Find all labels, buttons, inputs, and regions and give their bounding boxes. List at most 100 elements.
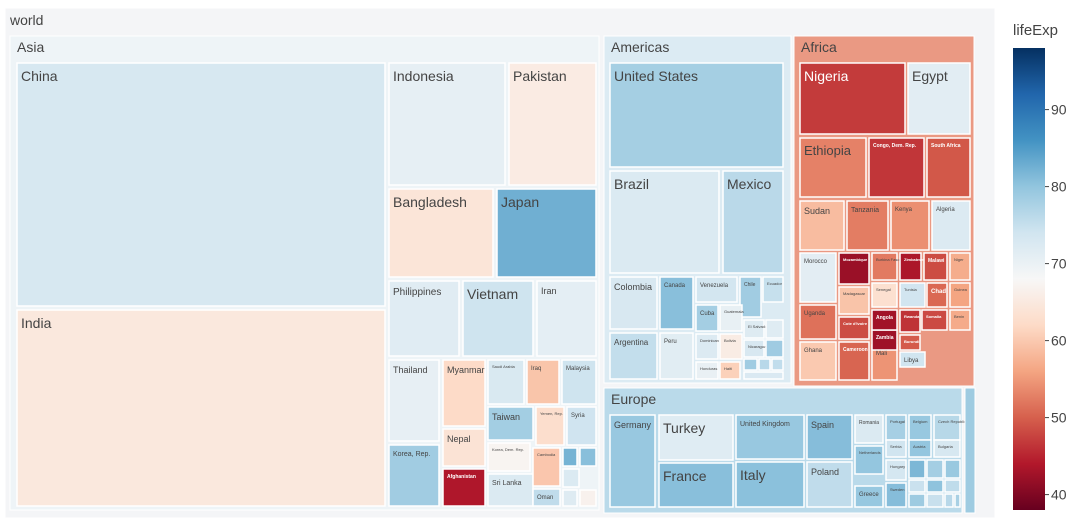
country-tile-indonesia	[388, 62, 506, 186]
country-tile-pakistan	[508, 62, 597, 186]
country-tile-tunisia	[899, 282, 926, 308]
country-tile-sweden	[885, 482, 907, 508]
country-tile-bangladesh	[388, 188, 494, 278]
country-label-germany: Germany	[614, 420, 652, 430]
country-label-chile: Chile	[744, 282, 756, 288]
country-tile-niger	[949, 252, 971, 281]
country-tile-croatia	[944, 479, 961, 493]
country-tile-france	[658, 462, 734, 508]
country-label-senegal: Senegal	[876, 287, 891, 292]
country-tile-kenya	[890, 200, 930, 251]
country-label-hungary: Hungary	[890, 464, 905, 469]
country-tile-thailand	[388, 359, 440, 442]
country-label-brazil: Brazil	[614, 176, 649, 192]
country-tile-switzerland	[908, 459, 926, 479]
country-tile-brazil	[609, 170, 720, 274]
country-label-portugal: Portugal	[890, 419, 905, 424]
root-label: world	[9, 12, 43, 28]
country-tile-korea-rep	[388, 444, 440, 507]
country-tile-dominican-republic	[695, 333, 719, 360]
country-label-chad: Chad	[931, 289, 946, 295]
country-label-china: China	[21, 68, 58, 84]
country-tile-madagascar	[838, 286, 870, 315]
country-label-haiti: Haiti	[724, 366, 732, 371]
country-tile-malawi	[923, 252, 948, 281]
country-label-nicaragua: Nicaragua	[748, 344, 767, 349]
country-tile-uruguay	[758, 358, 771, 371]
country-label-sudan: Sudan	[804, 206, 830, 216]
country-tile-ethiopia	[799, 137, 867, 198]
country-label-dominican-republic: Dominican Republic	[700, 338, 736, 343]
country-tile-poland	[806, 461, 853, 508]
country-tile-canada	[659, 276, 694, 330]
country-tile-morocco	[799, 252, 837, 303]
country-label-belgium: Belgium	[913, 419, 928, 424]
country-tile-mongolia	[579, 489, 597, 507]
country-label-bulgaria: Bulgaria	[938, 444, 953, 449]
country-tile-cuba	[695, 304, 719, 332]
country-label-venezuela: Venezuela	[700, 283, 729, 289]
country-tile-cote-d-ivoire	[838, 316, 870, 340]
colorbar-tick-label: 60	[1051, 333, 1067, 349]
country-label-peru: Peru	[664, 339, 677, 345]
country-label-iraq: Iraq	[531, 366, 541, 372]
country-label-france: France	[663, 468, 707, 484]
country-label-argentina: Argentina	[614, 338, 649, 347]
country-tile-albania	[944, 493, 954, 508]
country-tile-myanmar	[442, 359, 486, 427]
country-tile-tanzania	[846, 200, 889, 251]
country-label-colombia: Colombia	[614, 282, 652, 292]
country-tile-guinea	[949, 282, 971, 308]
country-tile-honduras	[695, 361, 719, 380]
country-tile-taiwan	[487, 406, 534, 441]
country-tile-zimbabwe	[899, 252, 922, 281]
country-label-somalia: Somalia	[926, 314, 942, 319]
country-tile-costa-rica	[765, 339, 784, 358]
country-tile-iran	[536, 280, 597, 357]
country-label-austria: Austria	[913, 444, 926, 449]
country-label-benin: Benin	[954, 314, 964, 319]
country-label-poland: Poland	[811, 467, 839, 477]
country-tile-nicaragua	[743, 339, 765, 358]
country-label-morocco: Morocco	[804, 259, 828, 265]
country-tile-afghanistan	[442, 468, 486, 507]
country-tile-burundi	[899, 334, 921, 351]
country-label-cameroon: Cameroon	[843, 347, 868, 353]
continent-label-asia: Asia	[17, 39, 44, 55]
country-label-syria: Syria	[571, 413, 585, 419]
country-tile-el-salvador	[743, 319, 765, 339]
country-label-cuba: Cuba	[700, 311, 715, 317]
colorbar-tick-label: 90	[1051, 102, 1067, 118]
country-label-uganda: Uganda	[804, 311, 826, 317]
country-tile-uganda	[799, 304, 837, 340]
country-tile-japan	[496, 188, 597, 278]
country-label-saudi-arabia: Saudi Arabia	[492, 364, 515, 369]
continent-label-europe: Europe	[611, 391, 656, 407]
country-tile-turkey	[658, 414, 734, 461]
country-label-algeria: Algeria	[936, 207, 955, 213]
country-label-canada: Canada	[664, 283, 686, 289]
country-tile-jamaica	[743, 371, 784, 380]
country-tile-mexico	[722, 170, 784, 274]
country-tile-south-africa	[926, 137, 971, 198]
country-label-mexico: Mexico	[727, 176, 772, 192]
country-label-korea-rep: Korea, Rep.	[393, 451, 430, 458]
country-tile-netherlands	[854, 445, 884, 475]
country-tile-mali	[871, 344, 898, 381]
country-tile-finland	[944, 459, 961, 479]
country-label-nigeria: Nigeria	[804, 68, 849, 84]
country-label-madagascar: Madagascar	[843, 291, 866, 296]
country-tile-rwanda	[899, 309, 921, 333]
country-tile-somalia	[921, 309, 948, 331]
country-tile-colombia	[609, 276, 658, 330]
country-label-ghana: Ghana	[804, 348, 823, 354]
colorbar	[1013, 48, 1045, 510]
country-label-kenya: Kenya	[895, 207, 913, 213]
country-label-egypt: Egypt	[912, 68, 948, 84]
colorbar-tick-label: 80	[1051, 179, 1067, 195]
country-label-iran: Iran	[541, 286, 557, 296]
country-tile-india	[16, 309, 386, 507]
country-tile-bulgaria	[933, 439, 961, 458]
country-tile-congo-dem-rep	[868, 137, 925, 198]
